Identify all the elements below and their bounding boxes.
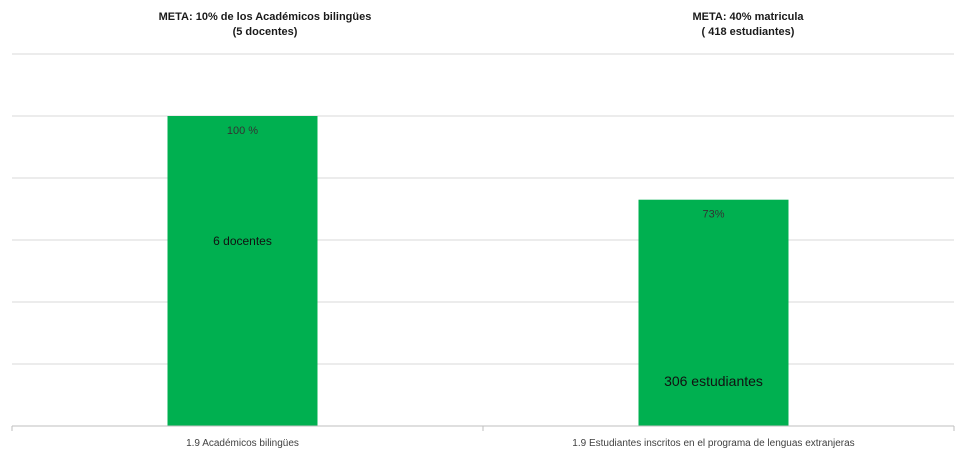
- goal-annotation-academicos-line2: (5 docentes): [232, 26, 298, 38]
- data-label-percent: 73%: [702, 209, 724, 221]
- goal-annotation-academicos: META: 10% de los Académicos bilingües (5…: [100, 10, 430, 40]
- goal-annotation-academicos-line1: META: 10% de los Académicos bilingües: [158, 11, 372, 23]
- data-label-percent: 100 %: [227, 125, 258, 137]
- bar: [167, 116, 318, 426]
- data-label-count: 6 docentes: [213, 234, 272, 248]
- goal-annotation-estudiantes-line2: ( 418 estudiantes): [701, 26, 795, 38]
- x-tick-label: 1.9 Estudiantes inscritos en el programa…: [572, 438, 854, 449]
- bar: [638, 199, 789, 426]
- goal-annotation-estudiantes-line1: META: 40% matricula: [692, 11, 804, 23]
- x-tick-label: 1.9 Académicos bilingües: [186, 438, 299, 449]
- goal-annotation-estudiantes: META: 40% matricula ( 418 estudiantes): [583, 10, 913, 40]
- data-label-count: 306 estudiantes: [664, 373, 763, 389]
